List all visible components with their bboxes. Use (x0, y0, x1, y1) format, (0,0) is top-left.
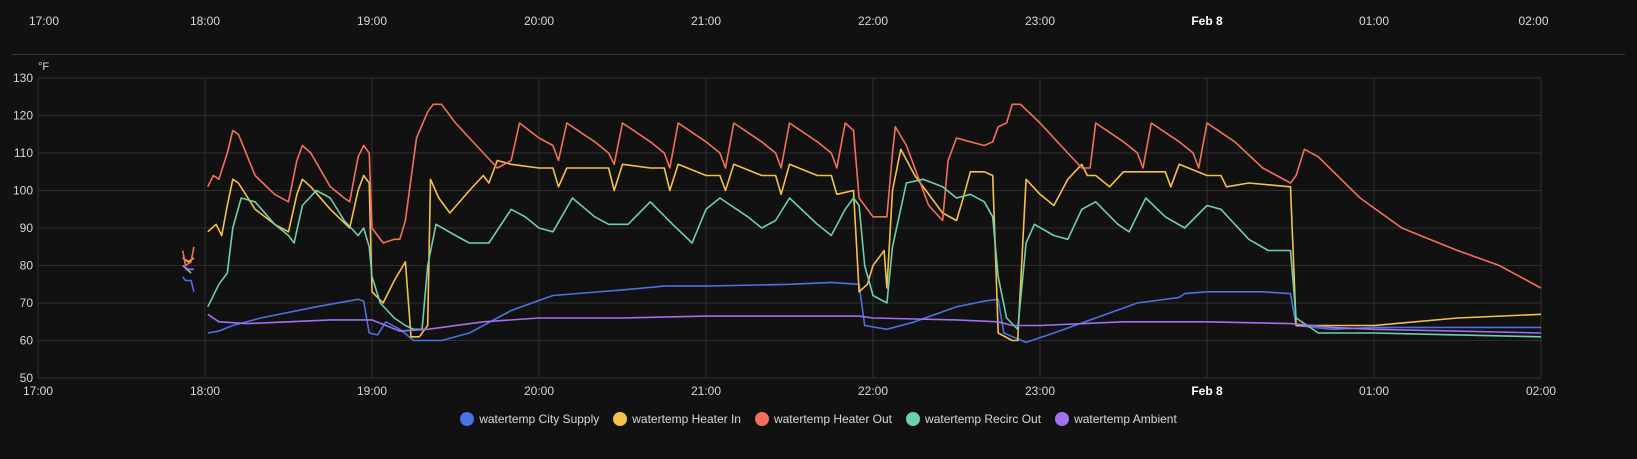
series-line[interactable] (181, 246, 195, 267)
y-axis-unit: °F (38, 61, 49, 73)
legend-item[interactable]: watertemp Recirc Out (906, 412, 1041, 426)
timeline-tick: 22:00 (857, 14, 889, 28)
y-tick-label: 80 (20, 259, 34, 273)
timeline-tick: 19:00 (356, 14, 388, 28)
x-tick-label: 18:00 (190, 384, 220, 398)
timeline-tick: 20:00 (523, 14, 555, 28)
y-tick-label: 70 (20, 296, 34, 310)
legend-swatch (906, 412, 921, 426)
series-line[interactable] (207, 178, 1542, 338)
legend-swatch (613, 412, 628, 426)
x-tick-label: 21:00 (691, 384, 721, 398)
y-tick-label: 130 (13, 71, 33, 85)
timeline-divider (12, 54, 1625, 55)
x-tick-label: 23:00 (1025, 384, 1055, 398)
timeline-tick: 17:00 (28, 14, 60, 28)
timeline-tick: 21:00 (690, 14, 722, 28)
timeline-navigator[interactable]: 17:00 18:00 19:00 20:00 21:00 22:00 23:00 Feb 8… (0, 0, 1637, 56)
legend-swatch (1055, 412, 1070, 426)
timeline-tick: 23:00 (1024, 14, 1056, 28)
timeline-tick: Feb 8 (1191, 14, 1223, 28)
legend-label: watertemp Recirc Out (925, 412, 1042, 426)
legend-item[interactable]: watertemp Heater Out (754, 412, 893, 426)
legend-item[interactable]: watertemp Heater In (613, 412, 741, 426)
legend-label: watertemp Ambient (1074, 412, 1177, 426)
legend-label: watertemp City Supply (479, 412, 600, 426)
x-tick-label: 19:00 (357, 384, 387, 398)
x-tick-label: 02:00 (1526, 384, 1556, 398)
y-tick-label: 60 (20, 334, 34, 348)
y-tick-label: 120 (13, 109, 33, 123)
y-tick-label: 110 (14, 146, 33, 160)
legend-swatch (460, 412, 475, 426)
timeline-tick: 18:00 (189, 14, 221, 28)
x-tick-label: 17:00 (23, 384, 53, 398)
y-tick-label: 100 (13, 184, 33, 198)
legend-swatch (754, 412, 769, 426)
legend-item[interactable]: watertemp Ambient (1055, 412, 1177, 426)
y-tick-label: 50 (20, 371, 34, 385)
x-tick-label: Feb 8 (1191, 384, 1223, 398)
x-tick-label: 22:00 (858, 384, 888, 398)
legend-label: watertemp Heater Out (773, 412, 893, 426)
x-tick-label: 01:00 (1359, 384, 1389, 398)
y-tick-label: 90 (20, 221, 34, 235)
timeline-tick: 02:00 (1518, 14, 1549, 28)
series-line[interactable] (182, 264, 194, 271)
chart-legend: watertemp City Supply watertemp Heater In… (0, 412, 1637, 426)
x-tick-label: 20:00 (524, 384, 554, 398)
series-line[interactable] (207, 148, 1542, 342)
series-line[interactable] (182, 276, 195, 292)
legend-label: watertemp Heater In (632, 412, 741, 426)
timeline-tick: 01:00 (1358, 14, 1390, 28)
series-line[interactable] (207, 103, 1542, 289)
legend-item[interactable]: watertemp City Supply (460, 412, 599, 426)
series-line[interactable] (207, 313, 1542, 334)
